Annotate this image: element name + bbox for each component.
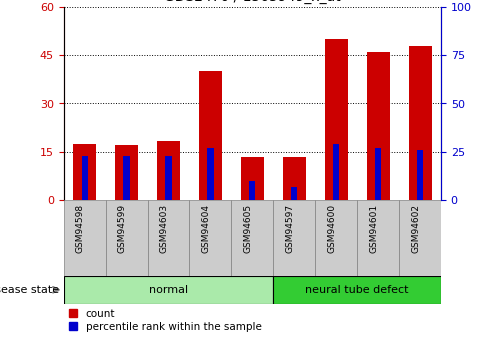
Bar	[375, 148, 381, 200]
Bar	[147, 200, 190, 276]
Bar	[315, 200, 357, 276]
Text: neural tube defect: neural tube defect	[305, 285, 409, 295]
Bar	[157, 140, 180, 200]
Text: GSM94597: GSM94597	[285, 204, 294, 253]
Text: GSM94600: GSM94600	[327, 204, 336, 253]
Text: GSM94604: GSM94604	[201, 204, 210, 253]
Text: normal: normal	[149, 285, 188, 295]
Text: GSM94602: GSM94602	[411, 204, 420, 253]
Bar	[273, 276, 441, 304]
Bar	[231, 200, 273, 276]
Bar	[291, 187, 297, 200]
Bar	[64, 276, 273, 304]
Bar	[64, 200, 106, 276]
Text: GSM94603: GSM94603	[160, 204, 169, 253]
Bar	[165, 156, 172, 200]
Bar	[357, 200, 399, 276]
Bar	[73, 144, 96, 200]
Bar	[399, 200, 441, 276]
Bar	[81, 156, 88, 200]
Bar	[417, 150, 423, 200]
Bar	[273, 200, 315, 276]
Bar	[325, 39, 348, 200]
Text: GSM94601: GSM94601	[369, 204, 378, 253]
Bar	[241, 157, 264, 200]
Bar	[199, 71, 222, 200]
Text: GSM94598: GSM94598	[75, 204, 85, 253]
Bar	[115, 145, 138, 200]
Bar	[106, 200, 147, 276]
Bar	[283, 157, 306, 200]
Legend: count, percentile rank within the sample: count, percentile rank within the sample	[69, 309, 262, 332]
Title: GDS2470 / 1565949_x_at: GDS2470 / 1565949_x_at	[164, 0, 341, 4]
Text: GSM94605: GSM94605	[244, 204, 252, 253]
Bar	[409, 46, 432, 200]
Bar	[190, 200, 231, 276]
Text: disease state: disease state	[0, 285, 59, 295]
Text: GSM94599: GSM94599	[118, 204, 126, 253]
Bar	[249, 181, 255, 200]
Bar	[123, 156, 130, 200]
Bar	[207, 148, 214, 200]
Bar	[367, 52, 390, 200]
Bar	[333, 144, 340, 200]
